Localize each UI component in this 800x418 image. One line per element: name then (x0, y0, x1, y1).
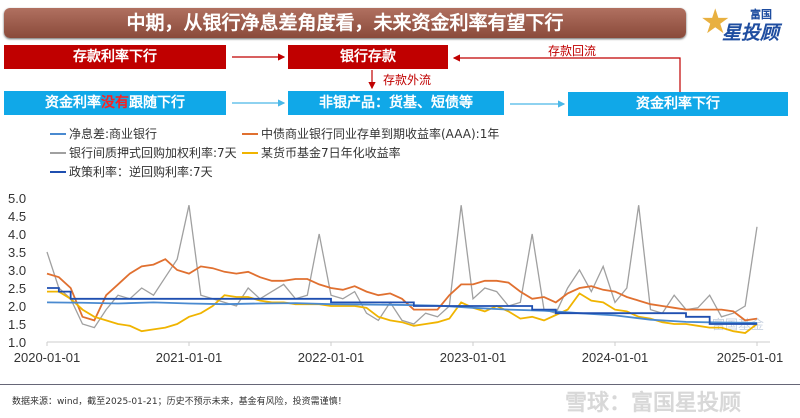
y-tick-label: 5.0 (8, 191, 26, 206)
data-source-note: 数据来源：wind，截至2025-01-21；历史不预示未来，基金有风险，投资需… (12, 397, 347, 407)
backflow-label: 存款回流 (548, 44, 597, 58)
star-icon: ★ (700, 2, 731, 42)
legend-label: 净息差:商业银行 (69, 127, 158, 141)
text: 跟随下行 (129, 95, 185, 111)
series-line (47, 287, 757, 325)
y-tick-label: 1.0 (8, 335, 26, 350)
bank-deposit-box: 银行存款 (288, 45, 448, 69)
x-tick-label: 2022-01-01 (298, 350, 365, 365)
x-tick-label: 2024-01-01 (582, 350, 649, 365)
brand-logo: ★ 富国 星投顾 (700, 2, 796, 44)
legend-item: 银行间质押式回购加权利率:7天 (50, 146, 237, 160)
y-tick-label: 4.5 (8, 209, 26, 224)
y-tick-label: 1.5 (8, 317, 26, 332)
legend-swatch (242, 133, 258, 135)
x-tick-label: 2025-01-01 (717, 350, 784, 365)
series-line (46, 258, 758, 322)
logo-top-text: 富国 (750, 8, 772, 21)
legend-item: 中债商业银行同业存单到期收益率(AAA):1年 (242, 127, 499, 141)
arrow (452, 54, 681, 92)
y-tick-label: 3.0 (8, 263, 26, 278)
highlight-text: 没有 (101, 95, 129, 111)
legend-item: 政策利率：逆回购利率:7天 (50, 165, 213, 179)
x-tick-label: 2023-01-01 (440, 350, 507, 365)
series-line (46, 205, 758, 329)
y-tick-label: 3.5 (8, 245, 26, 260)
x-tick-label: 2020-01-01 (14, 350, 81, 365)
outflow-label: 存款外流 (383, 73, 432, 87)
page-title: 中期，从银行净息差角度看，未来资金利率有望下行 (4, 8, 686, 38)
funding-rate-down-box: 资金利率下行 (568, 92, 788, 116)
legend-swatch (242, 152, 258, 154)
series-line (47, 290, 758, 334)
y-tick-label: 2.5 (8, 281, 26, 296)
legend-label: 中债商业银行同业存单到期收益率(AAA):1年 (261, 127, 500, 141)
legend-label: 银行间质押式回购加权利率:7天 (69, 146, 237, 160)
flow-arrows (232, 53, 681, 108)
deposit-rate-down-box: 存款利率下行 (4, 45, 226, 69)
xueqiu-watermark: 雪球：富国星投顾 (565, 391, 742, 416)
nonbank-products-box: 非银产品：货基、短债等 (288, 91, 504, 115)
legend-swatch (50, 133, 66, 135)
funding-not-follow-box: 资金利率没有跟随下行 (4, 91, 226, 115)
logo-main-text: 星投顾 (722, 22, 780, 44)
y-tick-label: 4.0 (8, 227, 26, 242)
series-line (46, 301, 758, 324)
legend-label: 政策利率：逆回购利率:7天 (69, 165, 213, 179)
legend-label: 某货币基金7日年化收益率 (261, 146, 401, 160)
legend-swatch (50, 171, 66, 173)
legend-swatch (50, 152, 66, 154)
x-tick-label: 2021-01-01 (156, 350, 223, 365)
footer-divider (0, 384, 800, 385)
y-tick-label: 2.0 (8, 299, 26, 314)
text: 资金利率 (45, 95, 101, 111)
legend-item: 某货币基金7日年化收益率 (242, 146, 401, 160)
legend-item: 净息差:商业银行 (50, 127, 157, 141)
